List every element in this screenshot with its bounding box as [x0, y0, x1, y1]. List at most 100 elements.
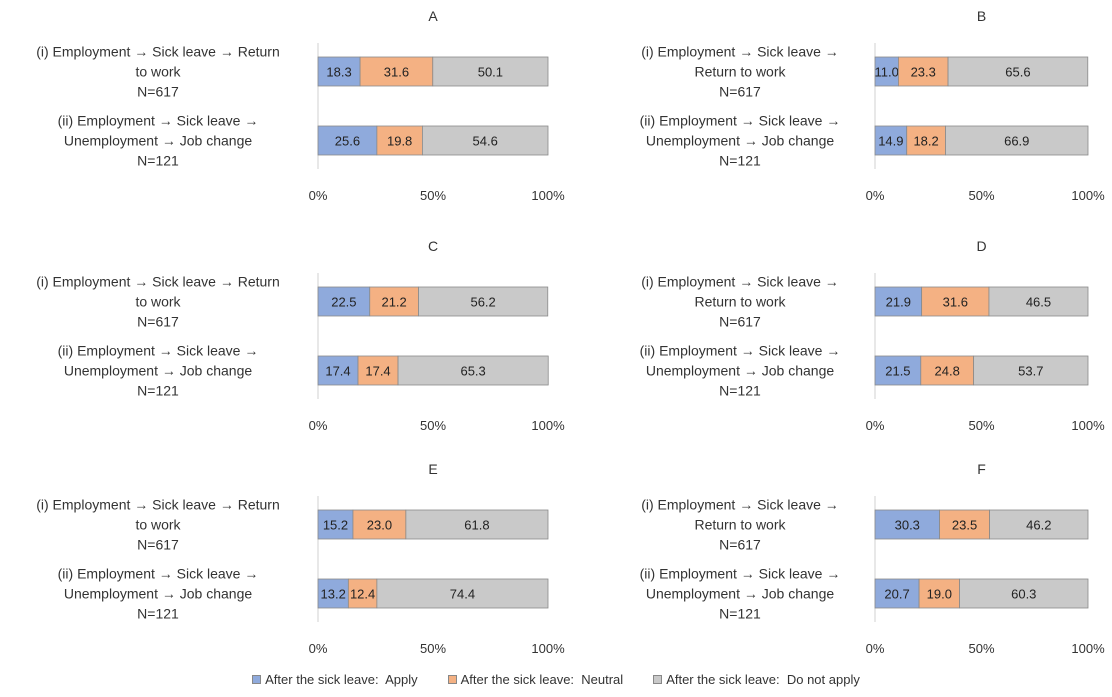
- data-label: 25.6: [335, 134, 360, 149]
- data-label: 18.3: [326, 65, 351, 80]
- data-label: 12.4: [350, 587, 375, 602]
- bar-segment: [959, 578, 1089, 609]
- category-label: (i) Employment → Sick leave → Return: [36, 497, 280, 513]
- bar-segment: [918, 578, 960, 609]
- data-label: 66.9: [1004, 134, 1029, 149]
- category-label: (i) Employment → Sick leave → Return: [36, 274, 280, 290]
- data-label: 60.3: [1011, 587, 1036, 602]
- bar-segment: [376, 578, 549, 609]
- panel-title: C: [428, 238, 438, 254]
- x-tick-label: 100%: [1071, 641, 1105, 656]
- category-label: Unemployment → Job change: [646, 586, 835, 602]
- data-label: 24.8: [935, 364, 960, 379]
- category-label: N=617: [719, 314, 761, 330]
- x-tick-label: 50%: [420, 418, 446, 433]
- panel-title: D: [976, 238, 986, 254]
- category-label: (i) Employment → Sick leave →: [641, 497, 839, 513]
- category-label: Unemployment → Job change: [646, 133, 835, 149]
- panel-title: E: [428, 461, 437, 477]
- data-label: 11.0: [875, 65, 899, 80]
- legend-item: After the sick leave: Apply: [252, 672, 418, 687]
- data-label: 22.5: [331, 295, 356, 310]
- data-label: 23.3: [911, 65, 936, 80]
- x-tick-label: 50%: [968, 641, 994, 656]
- bar-segment: [945, 125, 1089, 156]
- bar-segment: [947, 56, 1089, 87]
- category-label: (i) Employment → Sick leave →: [641, 44, 839, 60]
- x-tick-label: 100%: [1071, 418, 1105, 433]
- chart-legend: After the sick leave: Apply After the sic…: [0, 672, 1112, 687]
- bar-segment: [973, 355, 1089, 386]
- data-label: 53.7: [1018, 364, 1043, 379]
- legend-item: After the sick leave: Do not apply: [653, 672, 860, 687]
- legend-item: After the sick leave: Neutral: [447, 672, 623, 687]
- data-label: 74.4: [450, 587, 475, 602]
- category-label: to work: [135, 517, 181, 533]
- bar-segment: [317, 578, 349, 609]
- category-label: Unemployment → Job change: [64, 586, 253, 602]
- bar-segment: [988, 286, 1089, 317]
- chart-panels: A (i) Employment → Sick leave → Return to …: [36, 8, 1105, 656]
- bar-segment: [989, 509, 1089, 540]
- data-label: 46.5: [1026, 295, 1051, 310]
- legend-swatch: [447, 675, 457, 684]
- data-label: 13.2: [321, 587, 346, 602]
- bar-segment: [920, 355, 975, 386]
- category-label: N=617: [137, 537, 179, 553]
- category-label: (ii) Employment → Sick leave →: [640, 113, 841, 129]
- x-tick-label: 50%: [420, 641, 446, 656]
- legend-swatch: [653, 675, 663, 684]
- data-label: 19.8: [387, 134, 412, 149]
- category-label: to work: [135, 294, 181, 310]
- chart-panel-b: B (i) Employment → Sick leave → Return to …: [640, 8, 1105, 203]
- category-label: (i) Employment → Sick leave → Return: [36, 44, 280, 60]
- x-tick-label: 0%: [309, 188, 328, 203]
- data-label: 61.8: [464, 518, 489, 533]
- category-label: Return to work: [694, 64, 786, 80]
- category-label: (ii) Employment → Sick leave →: [58, 113, 259, 129]
- category-label: Unemployment → Job change: [64, 363, 253, 379]
- bar-segment: [352, 509, 407, 540]
- x-tick-label: 50%: [968, 188, 994, 203]
- data-label: 50.1: [478, 65, 503, 80]
- x-tick-label: 100%: [531, 641, 565, 656]
- data-label: 56.2: [470, 295, 495, 310]
- category-label: N=121: [719, 606, 761, 622]
- category-label: N=617: [719, 537, 761, 553]
- category-label: N=617: [137, 84, 179, 100]
- data-label: 17.4: [365, 364, 390, 379]
- data-label: 46.2: [1026, 518, 1051, 533]
- category-label: Return to work: [694, 294, 786, 310]
- category-label: (ii) Employment → Sick leave →: [640, 566, 841, 582]
- bar-segment: [418, 286, 549, 317]
- chart-panel-a: A (i) Employment → Sick leave → Return to …: [36, 8, 565, 203]
- data-label: 15.2: [323, 518, 348, 533]
- panel-title: F: [977, 461, 986, 477]
- category-label: N=617: [137, 314, 179, 330]
- data-label: 31.6: [943, 295, 968, 310]
- chart-panel-d: D (i) Employment → Sick leave → Return to …: [640, 238, 1105, 433]
- legend-label: After the sick leave: Apply: [265, 672, 418, 687]
- bar-segment: [397, 355, 549, 386]
- x-tick-label: 0%: [866, 418, 885, 433]
- x-tick-label: 0%: [866, 641, 885, 656]
- bar-segment: [317, 286, 371, 317]
- data-label: 23.0: [367, 518, 392, 533]
- category-label: Unemployment → Job change: [64, 133, 253, 149]
- data-label: 17.4: [325, 364, 350, 379]
- bar-segment: [874, 509, 940, 540]
- bar-segment: [874, 578, 920, 609]
- x-tick-label: 0%: [866, 188, 885, 203]
- x-tick-label: 0%: [309, 641, 328, 656]
- bar-segment: [347, 578, 378, 609]
- panel-title: B: [977, 8, 986, 24]
- chart-panel-f: F (i) Employment → Sick leave → Return to …: [640, 461, 1105, 656]
- category-label: (ii) Employment → Sick leave →: [640, 343, 841, 359]
- category-label: (i) Employment → Sick leave →: [641, 274, 839, 290]
- bar-segment: [422, 125, 549, 156]
- category-label: N=121: [137, 153, 179, 169]
- bar-segment: [898, 56, 949, 87]
- data-label: 21.2: [381, 295, 406, 310]
- x-tick-label: 0%: [309, 418, 328, 433]
